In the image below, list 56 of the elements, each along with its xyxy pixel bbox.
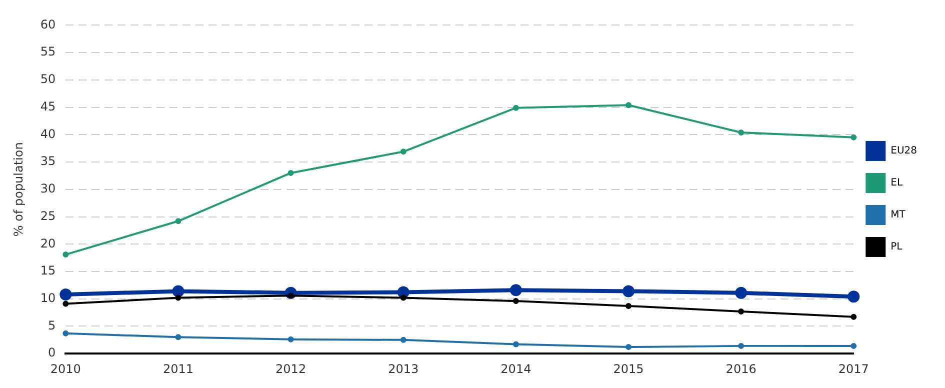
point [738, 129, 744, 136]
point [848, 290, 860, 303]
point [62, 330, 69, 336]
y-tick-label: 30 [40, 182, 56, 196]
y-tick-label: 25 [40, 208, 56, 223]
x-tick-label: 2013 [388, 362, 419, 376]
point [738, 342, 744, 349]
point [850, 314, 857, 320]
point [288, 170, 294, 176]
point [626, 302, 632, 309]
point [850, 342, 857, 349]
legend-label: MT [890, 210, 906, 221]
y-tick-label: 20 [40, 236, 56, 250]
x-tick-label: 2010 [50, 362, 81, 376]
point [400, 336, 406, 343]
point [510, 284, 522, 296]
point [512, 341, 519, 348]
point [626, 344, 632, 350]
y-tick-label: 35 [40, 154, 56, 168]
y-tick-label: 40 [40, 126, 56, 141]
point [400, 148, 406, 155]
point [622, 285, 635, 298]
point [62, 300, 69, 307]
y-tick-label: 15 [40, 264, 56, 278]
point [172, 285, 184, 298]
legend-label: EU28 [890, 146, 918, 157]
point [175, 218, 182, 224]
y-axis-title: % of population [11, 142, 26, 237]
y-tick-label: 55 [40, 44, 56, 59]
x-tick-label: 2015 [613, 362, 644, 376]
x-tick-label: 2014 [500, 362, 532, 376]
x-tick-label: 2016 [726, 362, 756, 376]
point [850, 134, 857, 140]
x-tick-label: 2012 [276, 362, 306, 376]
point [60, 288, 72, 300]
y-tick-label: 0 [48, 346, 56, 360]
point [400, 294, 406, 301]
y-tick-label: 10 [40, 290, 56, 305]
x-tick-label: 2011 [162, 362, 194, 376]
y-tick-label: 50 [40, 72, 56, 86]
point [738, 308, 744, 314]
point [626, 102, 632, 108]
point [512, 298, 519, 304]
y-tick-label: 60 [40, 17, 56, 32]
y-tick-label: 5 [48, 318, 56, 332]
x-tick-label: 2017 [838, 362, 869, 376]
point [397, 286, 410, 298]
point [62, 252, 69, 258]
legend-label: EL [890, 178, 903, 189]
point [735, 286, 748, 299]
point [175, 294, 182, 301]
point [288, 336, 294, 342]
point [175, 334, 182, 340]
y-tick-label: 45 [40, 99, 56, 114]
legend-label: PL [890, 242, 903, 253]
point [512, 104, 519, 111]
